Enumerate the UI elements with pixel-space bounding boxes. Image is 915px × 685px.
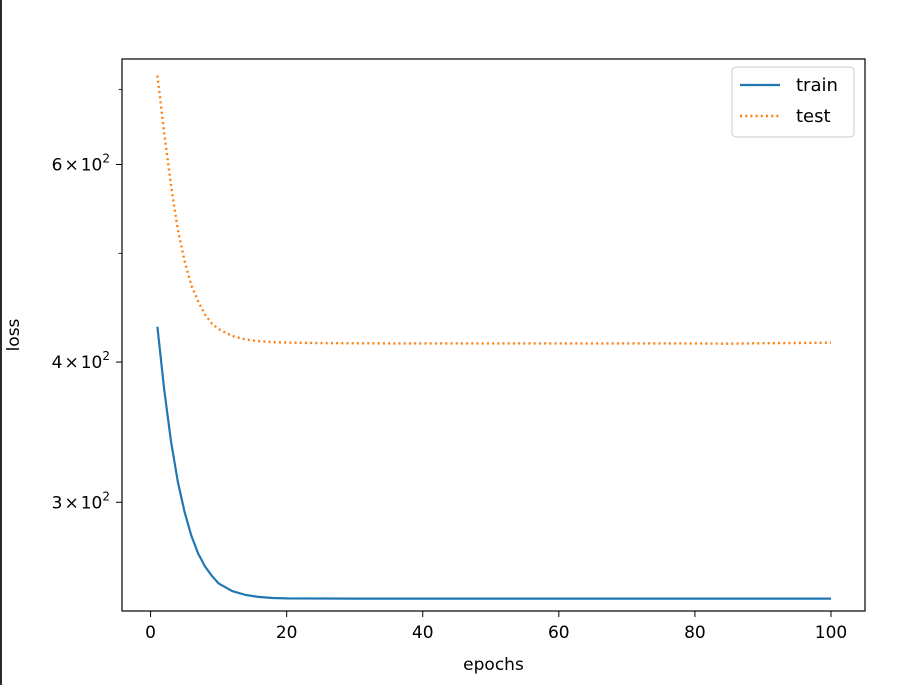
y-tick-label: 3 × 102 <box>52 489 110 513</box>
y-tick-base: 6 <box>52 155 63 175</box>
y-tick-ten: 10 <box>81 353 103 373</box>
legend-label-train: train <box>796 75 838 96</box>
x-tick-label: 40 <box>412 623 434 643</box>
series-layer <box>156 75 832 600</box>
x-tick-label: 80 <box>684 623 706 643</box>
y-tick-times: × <box>64 353 78 373</box>
x-axis-ticks: 0 20 40 60 80 100 <box>145 611 847 643</box>
legend: train test <box>731 66 855 138</box>
x-tick-label: 60 <box>548 623 570 643</box>
legend-label-test: test <box>796 106 831 127</box>
y-tick-label: 4 × 102 <box>52 349 110 373</box>
y-axis-label: loss <box>4 318 24 351</box>
x-axis-label: epochs <box>463 655 524 675</box>
x-tick-label: 0 <box>145 623 156 643</box>
x-tick-label: 100 <box>815 623 847 643</box>
x-tick-label: 20 <box>276 623 298 643</box>
window-left-border <box>0 0 2 685</box>
y-tick-ten: 10 <box>81 493 103 513</box>
series-train-line <box>156 326 831 600</box>
plot-frame <box>121 58 866 612</box>
y-tick-label: 6 × 102 <box>52 151 110 175</box>
y-tick-exponent: 2 <box>102 151 110 165</box>
series-test-line <box>156 75 832 345</box>
y-tick-exponent: 2 <box>102 489 110 503</box>
y-tick-exponent: 2 <box>102 349 110 363</box>
y-tick-times: × <box>64 493 78 513</box>
y-tick-base: 3 <box>52 493 63 513</box>
y-tick-ten: 10 <box>81 155 103 175</box>
y-tick-times: × <box>64 155 78 175</box>
y-tick-base: 4 <box>52 353 63 373</box>
